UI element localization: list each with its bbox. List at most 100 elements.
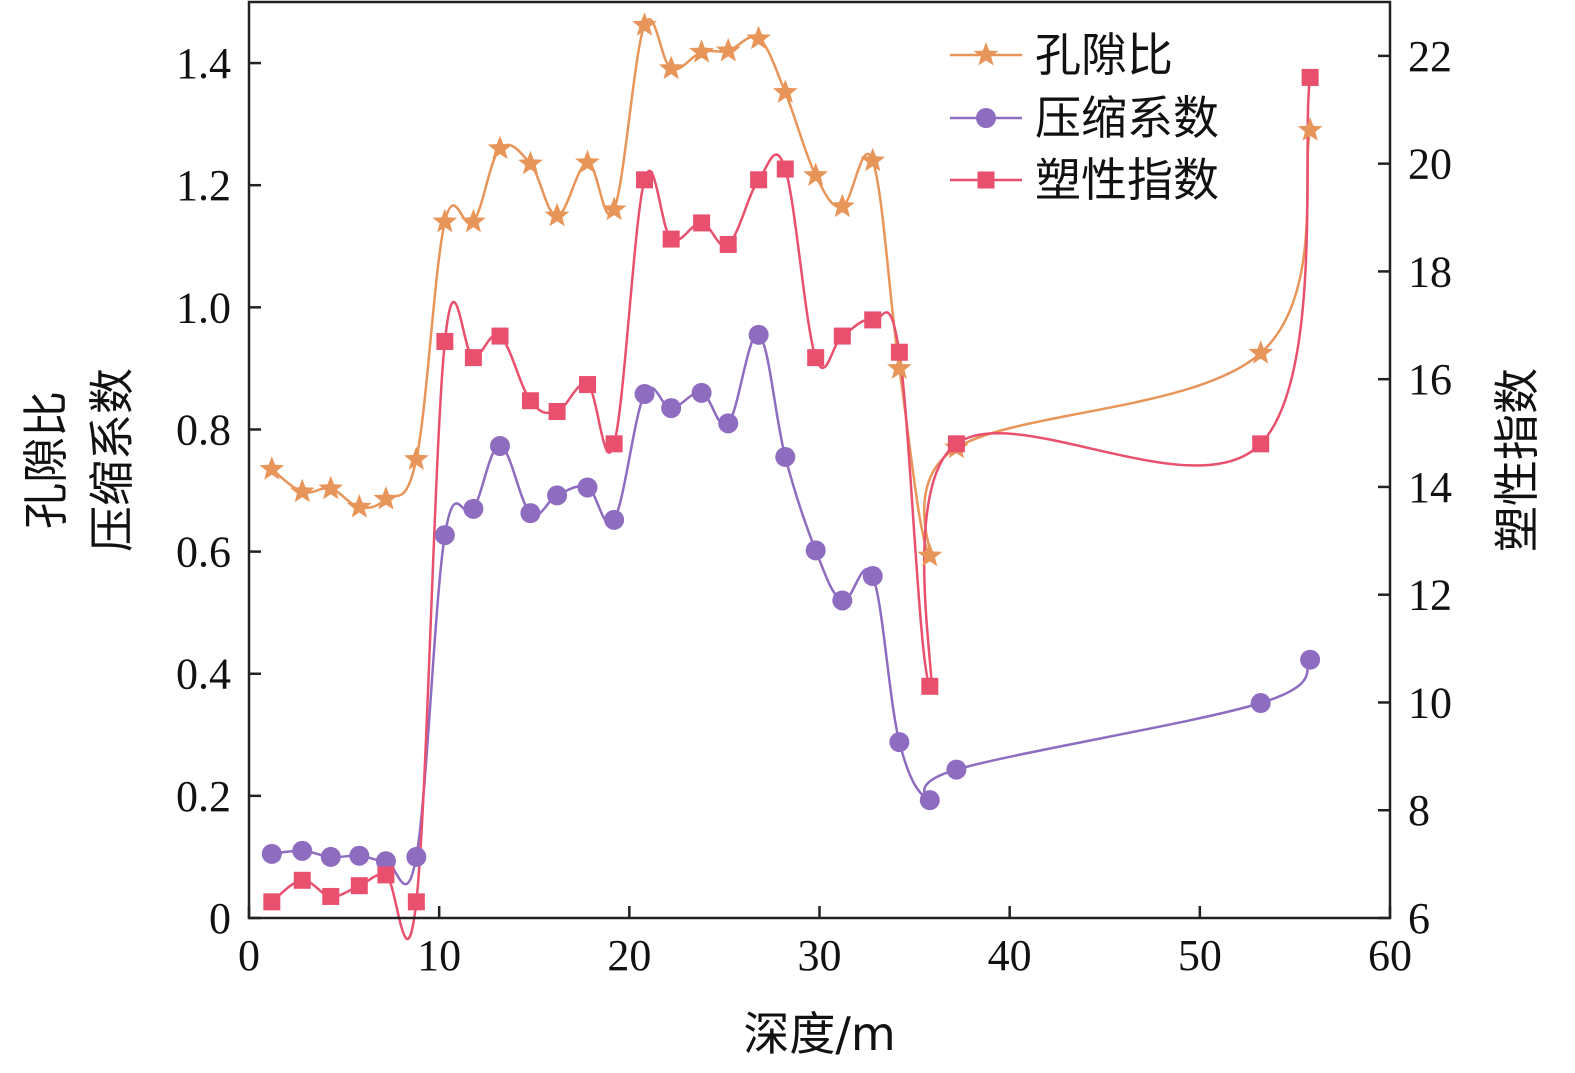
data-point-circle — [1300, 649, 1321, 670]
data-point-square — [776, 160, 794, 178]
x-tick-label: 20 — [607, 931, 651, 980]
data-point-square — [662, 230, 680, 248]
data-point-circle — [375, 851, 396, 872]
y-tick-label: 0.4 — [176, 650, 231, 699]
y2-tick-label: 14 — [1408, 463, 1452, 512]
y-tick-label: 0.8 — [176, 405, 231, 454]
data-point-star — [715, 37, 741, 62]
data-point-circle — [775, 446, 796, 467]
data-point-circle — [748, 324, 769, 345]
y2-axis-title: 塑性指数 — [1490, 368, 1544, 552]
y-tick-label: 1.4 — [176, 39, 231, 88]
data-point-circle — [691, 382, 712, 403]
data-point-square — [521, 392, 539, 410]
y-tick-label: 1.0 — [176, 283, 231, 332]
legend-marker-circle — [976, 108, 996, 128]
data-point-circle — [862, 566, 883, 587]
data-point-square — [750, 171, 768, 189]
data-point-square — [1252, 435, 1270, 453]
data-point-star — [487, 135, 513, 160]
data-point-star — [432, 208, 458, 233]
data-point-star — [404, 446, 429, 470]
data-point-circle — [520, 503, 541, 524]
data-point-square — [693, 214, 711, 232]
data-point-circle — [434, 525, 455, 546]
data-point-circle — [604, 509, 625, 530]
data-point-square — [807, 349, 825, 367]
data-point-star — [830, 193, 855, 218]
x-tick-label: 50 — [1178, 931, 1222, 980]
y-axis-right: 6 8 10 12 14 16 18 20 22 — [1378, 32, 1452, 943]
data-point-square — [491, 327, 509, 345]
data-point-star — [803, 162, 829, 186]
data-point-square — [436, 332, 454, 350]
x-axis: 0 10 20 30 40 50 60 — [238, 906, 1412, 980]
data-point-square — [548, 403, 566, 421]
data-point-star — [772, 79, 798, 103]
data-point-square — [947, 435, 965, 453]
data-point-circle — [261, 843, 282, 864]
data-point-circle — [661, 398, 682, 419]
series-line-circle — [271, 333, 1312, 886]
data-point-circle — [349, 845, 370, 866]
legend-label: 孔隙比 — [1035, 28, 1173, 82]
legend-marker-star — [973, 42, 999, 66]
y-axis-title-line-1: 孔隙比 — [19, 391, 73, 529]
data-point-square — [1301, 68, 1319, 86]
data-point-square — [719, 235, 737, 253]
legend-label: 塑性指数 — [1035, 153, 1219, 207]
y2-tick-label: 22 — [1408, 32, 1452, 81]
data-point-star — [259, 456, 285, 480]
data-point-square — [864, 311, 882, 329]
data-point-star — [544, 202, 570, 227]
data-point-circle — [547, 485, 568, 506]
y2-tick-label: 8 — [1408, 786, 1430, 835]
data-point-star — [746, 25, 771, 50]
data-point-circle — [463, 498, 484, 519]
data-point-circle — [1250, 693, 1271, 714]
data-point-circle — [634, 384, 655, 405]
data-point-circle — [577, 477, 598, 498]
data-point-star — [632, 12, 657, 36]
data-point-circle — [946, 759, 967, 780]
data-point-circle — [805, 540, 826, 561]
data-point-square — [377, 866, 395, 884]
data-point-star — [289, 478, 315, 503]
data-point-star — [601, 196, 627, 221]
data-point-square — [322, 887, 340, 905]
y2-tick-label: 6 — [1408, 894, 1430, 943]
y-tick-label: 0.2 — [176, 772, 231, 821]
data-point-star — [658, 55, 684, 80]
data-point-star — [461, 208, 486, 233]
x-tick-label: 30 — [798, 931, 842, 980]
legend-marker-square — [977, 171, 995, 189]
y2-tick-label: 20 — [1408, 140, 1452, 189]
data-point-circle — [919, 790, 940, 811]
data-point-star — [1297, 117, 1323, 141]
data-point-star — [1248, 340, 1274, 364]
data-point-square — [464, 349, 482, 367]
data-point-circle — [718, 413, 739, 434]
data-point-circle — [490, 435, 511, 456]
x-tick-label: 0 — [238, 931, 260, 980]
data-point-square — [293, 871, 311, 889]
data-point-circle — [889, 732, 910, 753]
y2-tick-label: 10 — [1408, 678, 1452, 727]
data-point-star — [860, 147, 886, 172]
data-point-star — [346, 494, 372, 518]
data-point-star — [518, 150, 543, 175]
data-point-star — [689, 39, 714, 63]
data-point-star — [887, 355, 912, 379]
y-tick-label: 0.6 — [176, 528, 231, 577]
data-point-square — [407, 893, 425, 911]
data-point-circle — [406, 846, 427, 867]
data-point-circle — [320, 846, 341, 867]
data-point-square — [921, 677, 939, 695]
y-axis-title-line-2: 压缩系数 — [85, 368, 139, 552]
y2-tick-label: 18 — [1408, 247, 1452, 296]
data-point-square — [263, 893, 281, 911]
data-point-square — [350, 877, 368, 895]
data-point-square — [605, 435, 623, 453]
